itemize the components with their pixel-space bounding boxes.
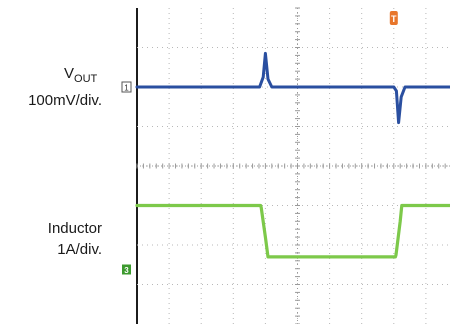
graticule-grid	[136, 7, 450, 324]
channel-markers: 13	[121, 81, 132, 275]
inductor-trace	[135, 203, 450, 259]
inductor-marker-number: 3	[124, 266, 129, 275]
waveform-traces	[135, 51, 450, 259]
trigger-marker-label: T	[391, 14, 397, 24]
vout-trace	[135, 51, 450, 125]
inductor-channel-marker: 3	[122, 264, 131, 275]
vout-label-sub: OUT	[74, 73, 98, 85]
vout-marker-number: 1	[124, 84, 129, 93]
inductor-marker-box	[122, 264, 131, 275]
vout-scale-label: 100mV/div.	[28, 92, 102, 109]
vout-label: VOUT	[64, 65, 98, 85]
trigger-marker-box	[389, 11, 398, 25]
inductor-label: Inductor	[48, 220, 102, 237]
vout-marker-box	[121, 81, 132, 93]
vout-label-main: V	[64, 65, 74, 82]
trigger-marker: T	[389, 11, 398, 25]
vout-channel-marker: 1	[121, 81, 132, 93]
inductor-scale-label: 1A/div.	[57, 241, 102, 258]
